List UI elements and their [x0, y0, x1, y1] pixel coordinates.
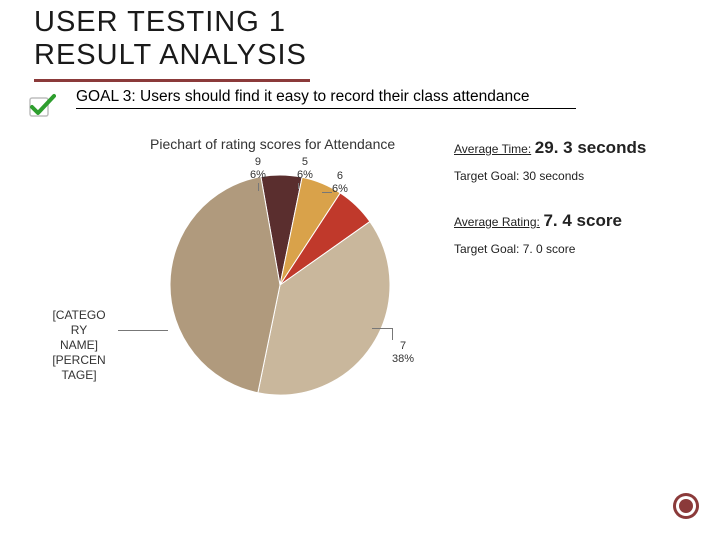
- chart-title: Piechart of rating scores for Attendance: [150, 136, 395, 152]
- avg-rating-value: 7. 4 score: [543, 211, 621, 230]
- target-time: Target Goal: 30 seconds: [454, 169, 584, 183]
- avg-time-label: Average Time:: [454, 142, 531, 156]
- pie-slice: [170, 177, 280, 393]
- title-underline: [34, 79, 310, 82]
- leader-line: [298, 183, 299, 189]
- pie-chart: [165, 170, 395, 400]
- goal-text: GOAL 3: Users should find it easy to rec…: [76, 87, 576, 109]
- slice-label-5: 56%: [297, 156, 313, 182]
- leader-line: [372, 328, 392, 329]
- avg-rating-row: Average Rating: 7. 4 score: [454, 211, 704, 231]
- target-time-row: Target Goal: 30 seconds: [454, 168, 704, 183]
- corner-badge-icon: [672, 492, 700, 520]
- leader-line: [392, 328, 393, 340]
- avg-rating-label: Average Rating:: [454, 215, 540, 229]
- target-rating: Target Goal: 7. 0 score: [454, 242, 575, 256]
- leader-line: [258, 183, 259, 191]
- title-line-2: RESULT ANALYSIS: [34, 39, 307, 72]
- checkmark-icon: [28, 92, 56, 120]
- leader-line: [322, 192, 332, 193]
- slice-label-7: 738%: [392, 340, 414, 366]
- leader-line: [118, 330, 168, 331]
- title-line-1: USER TESTING 1: [34, 6, 307, 39]
- avg-time-value: 29. 3 seconds: [535, 138, 647, 157]
- slice-label-placeholder: [CATEGORYNAME][PERCENTAGE]: [40, 308, 118, 383]
- avg-time-row: Average Time: 29. 3 seconds: [454, 138, 704, 158]
- slice-label-9: 96%: [250, 156, 266, 182]
- metrics-panel: Average Time: 29. 3 seconds Target Goal:…: [454, 138, 704, 266]
- target-rating-row: Target Goal: 7. 0 score: [454, 241, 704, 256]
- slice-label-6: 66%: [332, 170, 348, 196]
- page-title-block: USER TESTING 1 RESULT ANALYSIS: [34, 6, 307, 73]
